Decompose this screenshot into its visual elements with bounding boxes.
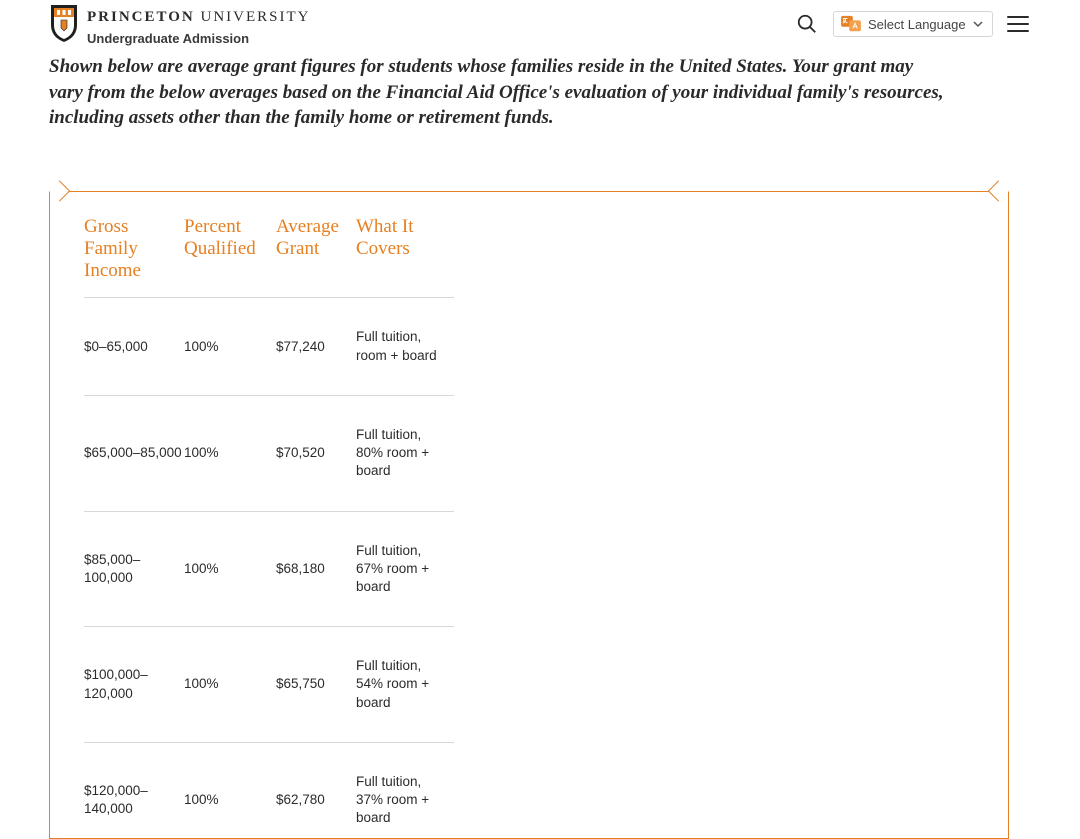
intro-paragraph: Shown below are average grant figures fo… bbox=[0, 46, 1000, 131]
logo-name-light: UNIVERSITY bbox=[201, 9, 311, 25]
grant-table-container: Gross Family Income Percent Qualified Av… bbox=[49, 191, 1009, 839]
col-income: Gross Family Income bbox=[84, 216, 184, 298]
logo-name-bold: PRINCETON bbox=[87, 9, 195, 25]
col-percent: Percent Qualified bbox=[184, 216, 276, 298]
language-label: Select Language bbox=[868, 17, 966, 32]
table-row: $120,000–140,000 100% $62,780 Full tuiti… bbox=[84, 742, 454, 837]
table-row: $0–65,000 100% $77,240 Full tuition, roo… bbox=[84, 298, 454, 395]
table-body: $0–65,000 100% $77,240 Full tuition, roo… bbox=[84, 298, 454, 838]
logo-block[interactable]: PRINCETON UNIVERSITY Undergraduate Admis… bbox=[49, 3, 311, 46]
logo-subtitle: Undergraduate Admission bbox=[87, 31, 311, 46]
translate-icon bbox=[840, 15, 862, 33]
col-grant: Average Grant bbox=[276, 216, 356, 298]
chevron-down-icon bbox=[972, 18, 984, 30]
table-row: $65,000–85,000 100% $70,520 Full tuition… bbox=[84, 395, 454, 511]
search-icon bbox=[796, 13, 818, 35]
language-selector[interactable]: Select Language bbox=[833, 11, 993, 37]
site-header: PRINCETON UNIVERSITY Undergraduate Admis… bbox=[0, 0, 1080, 46]
table-row: $100,000–120,000 100% $65,750 Full tuiti… bbox=[84, 627, 454, 743]
menu-button[interactable] bbox=[1007, 12, 1031, 36]
shield-icon bbox=[49, 3, 79, 43]
table-row: $85,000–100,000 100% $68,180 Full tuitio… bbox=[84, 511, 454, 627]
search-button[interactable] bbox=[795, 12, 819, 36]
logo-text: PRINCETON UNIVERSITY Undergraduate Admis… bbox=[87, 3, 311, 46]
header-actions: Select Language bbox=[795, 11, 1031, 37]
grant-table: Gross Family Income Percent Qualified Av… bbox=[84, 216, 454, 838]
col-covers: What It Covers bbox=[356, 216, 454, 298]
hamburger-icon bbox=[1007, 16, 1029, 18]
table-header-row: Gross Family Income Percent Qualified Av… bbox=[84, 216, 454, 298]
